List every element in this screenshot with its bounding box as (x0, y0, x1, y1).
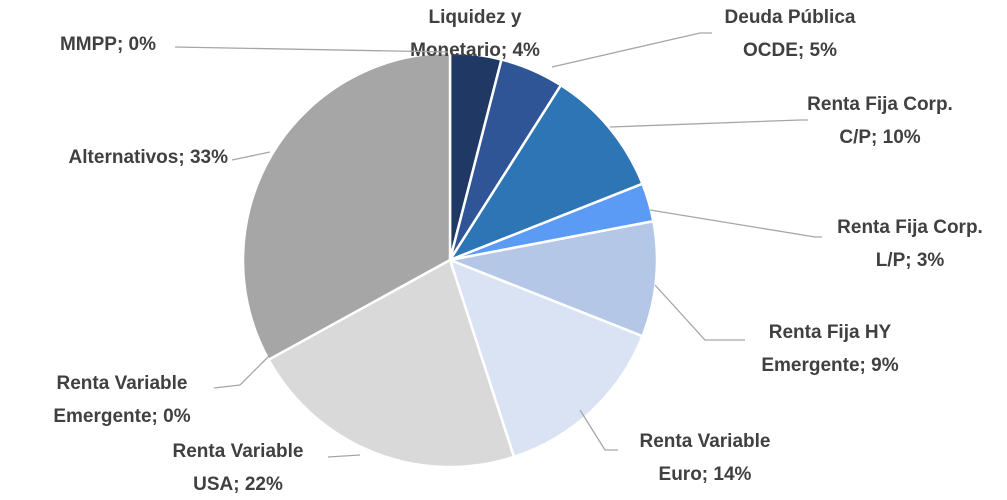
data-label: Renta Fija HY (769, 322, 892, 343)
data-label: Liquidez y (429, 7, 522, 28)
data-label: Renta Variable (57, 373, 188, 394)
data-label: L/P; 3% (876, 250, 945, 271)
data-label: C/P; 10% (839, 127, 920, 148)
leader-line (231, 151, 271, 161)
leader-line (609, 119, 808, 128)
data-label: Alternativos; 33% (69, 147, 229, 168)
leader-line (654, 284, 745, 341)
pie-slice (446, 83, 645, 263)
data-label: Renta Fija Corp. (837, 217, 983, 238)
pie-slice (445, 219, 659, 338)
pie-slice (266, 258, 516, 469)
leader-line (327, 454, 361, 458)
data-label: Deuda Pública (725, 7, 856, 28)
leader-line (649, 209, 822, 238)
data-label: Renta Variable (173, 441, 304, 462)
data-label: Euro; 14% (659, 464, 752, 485)
data-label: USA; 22% (193, 474, 283, 495)
leader-line (213, 354, 271, 389)
data-label: Monetario; 4% (410, 40, 540, 61)
leader-line (551, 32, 712, 68)
data-label: OCDE; 5% (743, 40, 837, 61)
data-label: Renta Variable (640, 431, 771, 452)
data-label: Renta Fija Corp. (807, 94, 953, 115)
leader-line (579, 409, 618, 451)
pie-slice (241, 51, 452, 362)
data-label: MMPP; 0% (60, 34, 156, 55)
leader-line (174, 46, 449, 53)
data-label: Emergente; 0% (53, 406, 190, 427)
data-label: Emergente; 9% (761, 355, 898, 376)
